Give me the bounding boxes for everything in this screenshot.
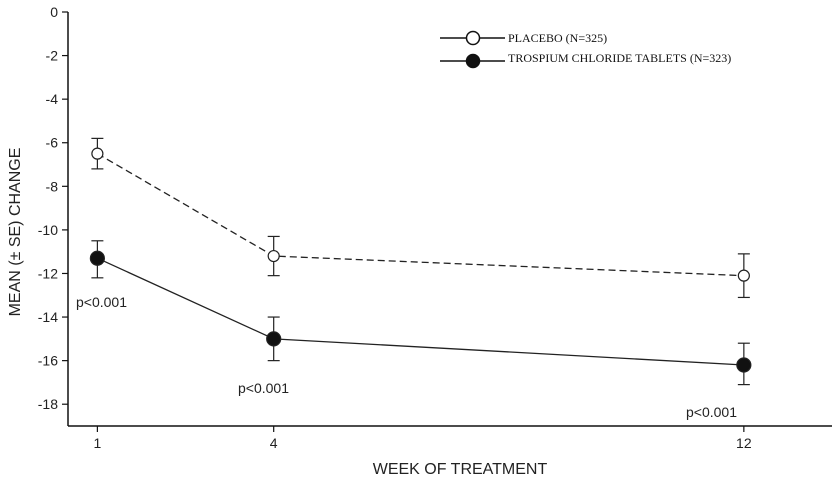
p-value-label-week-12: p<0.001 (686, 404, 737, 420)
data-point (89, 250, 105, 266)
x-tick-label: 4 (270, 435, 278, 451)
y-tick-label: -8 (46, 178, 59, 194)
x-tick-label: 1 (93, 435, 101, 451)
p-value-annotations: p<0.001 p<0.001 p<0.001 (76, 294, 737, 420)
x-tick-label: 12 (736, 435, 752, 451)
data-point (91, 147, 104, 160)
legend-marker-trospium (465, 53, 481, 69)
series-trospium (89, 240, 752, 386)
legend-marker-placebo (465, 30, 481, 46)
legend-label-trospium: TROSPIUM CHLORIDE TABLETS (N=323) (508, 51, 731, 65)
data-point (736, 357, 752, 373)
y-tick-label: 0 (50, 4, 58, 20)
data-point (266, 331, 282, 347)
y-ticks: 0 -2 -4 -6 -8 -10 -12 -14 -16 -18 (38, 4, 68, 412)
data-point (737, 269, 750, 282)
x-axis-title: WEEK OF TREATMENT (373, 461, 548, 478)
y-tick-label: -12 (38, 265, 58, 281)
y-axis-title: MEAN (± SE) CHANGE (7, 148, 24, 317)
legend: PLACEBO (N=325) TROSPIUM CHLORIDE TABLET… (440, 30, 731, 69)
y-tick-label: -2 (46, 48, 59, 64)
legend-label-placebo: PLACEBO (N=325) (508, 31, 607, 45)
data-point (267, 249, 280, 263)
series-line (97, 257, 744, 366)
series-placebo (91, 137, 750, 299)
y-tick-label: -14 (38, 309, 58, 325)
y-tick-label: -16 (38, 353, 58, 369)
series-layer (89, 137, 752, 386)
y-tick-label: -10 (38, 222, 58, 238)
p-value-label-week-1: p<0.001 (76, 294, 127, 310)
y-tick-label: -18 (38, 396, 58, 412)
y-tick-label: -6 (46, 135, 59, 151)
series-line (97, 153, 744, 277)
p-value-label-week-4: p<0.001 (238, 380, 289, 396)
x-ticks: 1 4 12 (93, 426, 752, 451)
y-tick-label: -4 (46, 91, 59, 107)
axes (67, 12, 832, 427)
